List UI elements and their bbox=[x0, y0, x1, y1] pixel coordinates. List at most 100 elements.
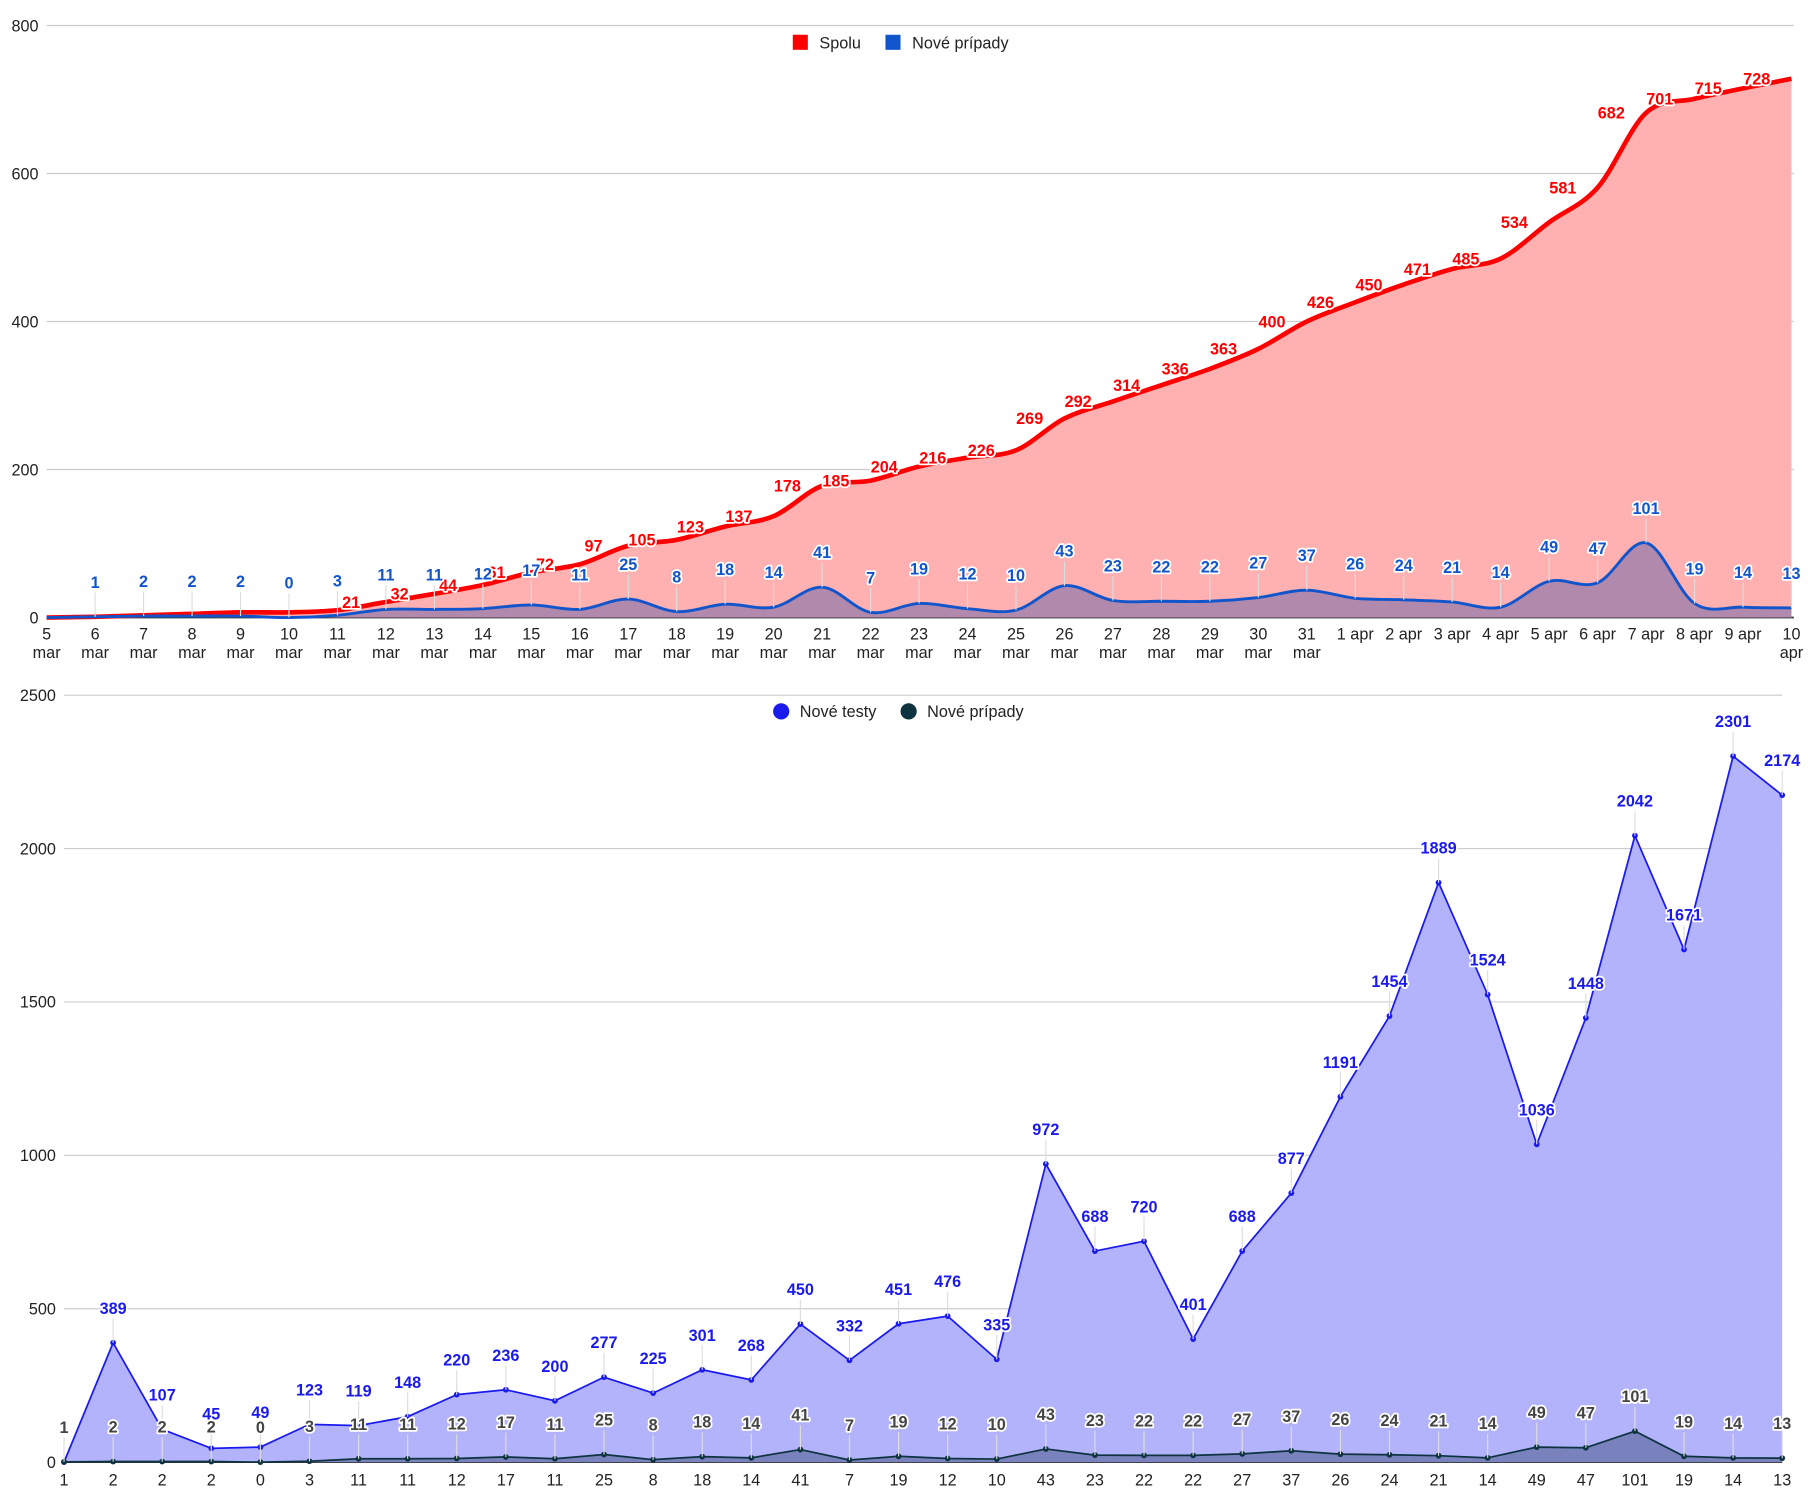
x-tick-label: mar bbox=[711, 644, 740, 662]
x-tick-label: 4 apr bbox=[1482, 626, 1520, 644]
data-label: 12 bbox=[959, 566, 977, 584]
data-label: 200 bbox=[541, 1358, 568, 1376]
x-tick-label: 23 bbox=[910, 626, 928, 644]
data-label: 101 bbox=[1621, 1388, 1648, 1406]
data-label: 1671 bbox=[1666, 907, 1702, 925]
data-label: 269 bbox=[1016, 410, 1043, 428]
data-label: 476 bbox=[934, 1273, 961, 1291]
legend-label: Nové prípady bbox=[912, 35, 1009, 53]
data-label: 12 bbox=[474, 566, 492, 584]
data-label: 44 bbox=[439, 577, 457, 595]
x-tick-label: 11 bbox=[350, 1471, 367, 1489]
data-label: 41 bbox=[791, 1407, 809, 1425]
data-label: 389 bbox=[100, 1300, 127, 1318]
data-label: 268 bbox=[738, 1337, 765, 1355]
x-tick-label: 18 bbox=[693, 1471, 711, 1489]
x-tick-label: 13 bbox=[1773, 1471, 1791, 1489]
data-label: 13 bbox=[1782, 565, 1800, 583]
x-tick-label: mar bbox=[954, 644, 983, 662]
data-label: 450 bbox=[1355, 276, 1382, 294]
x-tick-label: 1 apr bbox=[1337, 626, 1375, 644]
x-tick-label: 10 bbox=[280, 626, 298, 644]
data-label: 3 bbox=[305, 1418, 314, 1436]
x-tick-label: mar bbox=[808, 644, 837, 662]
y-tick-label: 200 bbox=[11, 461, 38, 479]
data-label: 37 bbox=[1282, 1408, 1300, 1426]
data-label: 101 bbox=[1633, 500, 1660, 518]
legend-label: Nové testy bbox=[800, 703, 878, 721]
data-label: 11 bbox=[426, 566, 443, 584]
data-label: 720 bbox=[1130, 1198, 1157, 1216]
x-tick-label: 37 bbox=[1282, 1471, 1300, 1489]
x-tick-label: 10 bbox=[988, 1471, 1006, 1489]
x-tick-label: 101 bbox=[1621, 1471, 1648, 1489]
data-label: 21 bbox=[1443, 559, 1461, 577]
data-label: 10 bbox=[988, 1416, 1006, 1434]
data-label: 7 bbox=[845, 1417, 854, 1435]
x-tick-label: mar bbox=[1099, 644, 1128, 662]
x-tick-label: 47 bbox=[1577, 1471, 1595, 1489]
data-label: 715 bbox=[1695, 80, 1722, 98]
x-tick-label: 0 bbox=[256, 1471, 265, 1489]
x-tick-label: 2 apr bbox=[1385, 626, 1423, 644]
legend-dot bbox=[773, 703, 790, 720]
data-label: 72 bbox=[536, 556, 554, 574]
data-label: 400 bbox=[1259, 313, 1286, 331]
y-tick-label: 500 bbox=[29, 1301, 56, 1319]
y-tick-label: 400 bbox=[11, 313, 38, 331]
x-tick-label: 17 bbox=[497, 1471, 515, 1489]
data-label: 220 bbox=[443, 1352, 470, 1370]
x-tick-label: 8 bbox=[649, 1471, 658, 1489]
x-tick-label: 3 apr bbox=[1434, 626, 1472, 644]
x-tick-label: mar bbox=[275, 644, 304, 662]
data-label: 14 bbox=[1734, 564, 1752, 582]
data-label: 49 bbox=[1540, 538, 1558, 556]
data-label: 450 bbox=[787, 1281, 814, 1299]
x-tick-label: 23 bbox=[1086, 1471, 1104, 1489]
data-label: 32 bbox=[391, 586, 409, 604]
data-label: 451 bbox=[885, 1281, 912, 1299]
series-area-0 bbox=[46, 78, 1792, 618]
data-label: 11 bbox=[546, 1416, 563, 1434]
x-tick-label: 14 bbox=[1724, 1471, 1742, 1489]
x-tick-label: mar bbox=[227, 644, 256, 662]
data-label: 14 bbox=[742, 1415, 760, 1433]
x-tick-label: mar bbox=[1002, 644, 1031, 662]
data-label: 363 bbox=[1210, 341, 1237, 359]
data-label: 61 bbox=[488, 564, 506, 582]
data-label: 401 bbox=[1180, 1296, 1207, 1314]
x-tick-label: 1 bbox=[60, 1471, 69, 1489]
x-tick-label: 21 bbox=[813, 626, 831, 644]
data-label: 204 bbox=[871, 458, 898, 476]
x-tick-label: 31 bbox=[1298, 626, 1316, 644]
data-label: 105 bbox=[628, 532, 655, 550]
series-line-0 bbox=[63, 755, 1783, 1463]
x-tick-label: 9 bbox=[236, 626, 245, 644]
x-tick-label: mar bbox=[614, 644, 643, 662]
x-tick-label: mar bbox=[857, 644, 886, 662]
data-label: 2042 bbox=[1617, 793, 1653, 811]
x-tick-label: mar bbox=[323, 644, 352, 662]
legend-swatch bbox=[885, 34, 901, 50]
x-tick-label: mar bbox=[517, 644, 546, 662]
data-label: 471 bbox=[1404, 261, 1431, 279]
data-label: 2174 bbox=[1764, 752, 1800, 770]
x-tick-label: 11 bbox=[329, 626, 346, 644]
data-label: 14 bbox=[1479, 1415, 1497, 1433]
data-label: 107 bbox=[149, 1386, 176, 1404]
data-label: 47 bbox=[1577, 1405, 1595, 1423]
x-tick-label: 2 bbox=[158, 1471, 167, 1489]
data-label: 1454 bbox=[1371, 973, 1407, 991]
legend-label: Nové prípady bbox=[927, 703, 1024, 721]
x-tick-label: 49 bbox=[1528, 1471, 1546, 1489]
data-label: 1036 bbox=[1519, 1101, 1555, 1119]
data-label: 47 bbox=[1589, 540, 1607, 558]
data-label: 1191 bbox=[1323, 1054, 1358, 1072]
x-tick-label: 11 bbox=[547, 1471, 564, 1489]
data-label: 49 bbox=[251, 1404, 269, 1422]
data-label: 485 bbox=[1452, 250, 1479, 268]
data-label: 11 bbox=[350, 1416, 367, 1434]
data-label: 123 bbox=[296, 1381, 323, 1399]
x-tick-label: 20 bbox=[765, 626, 783, 644]
x-tick-label: mar bbox=[420, 644, 449, 662]
